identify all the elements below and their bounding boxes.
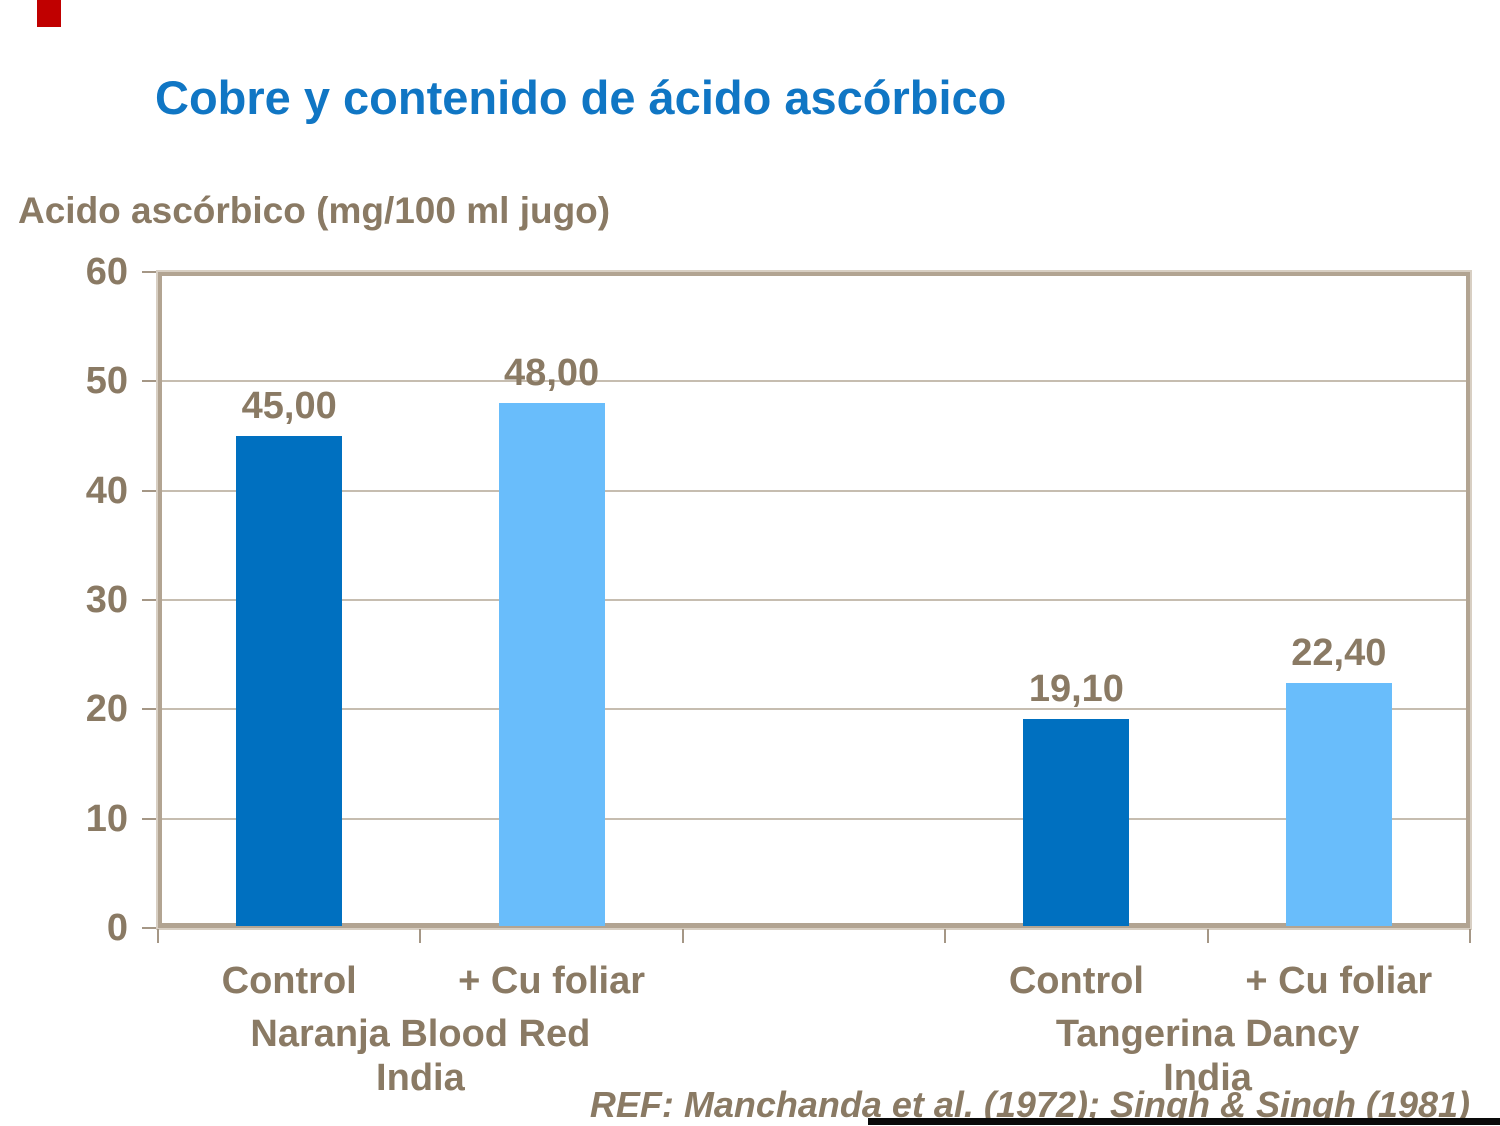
category-label: Control [1008, 960, 1144, 1002]
group-label-line: India [1163, 1057, 1252, 1099]
category-label: + Cu foliar [1245, 960, 1433, 1002]
y-tick-label: 50 [85, 360, 128, 403]
y-tick-label: 60 [85, 251, 128, 293]
bar-control [1023, 719, 1130, 926]
y-axis-tick [142, 271, 156, 273]
bar-value-label: 48,00 [504, 352, 600, 395]
gridline [162, 599, 1466, 601]
bar-value-label: 19,10 [1028, 668, 1124, 711]
red-accent-box [37, 0, 61, 27]
gridline [162, 817, 1466, 820]
bar-control [236, 436, 343, 926]
y-axis-tick [142, 599, 156, 601]
y-axis-tick [142, 380, 156, 383]
gridline [162, 708, 1466, 711]
bar--cu-foliar [1285, 683, 1392, 926]
x-axis-tick [1206, 929, 1209, 943]
y-tick-label: 30 [85, 579, 128, 621]
y-axis-tick [142, 489, 156, 492]
y-tick-label: 40 [85, 469, 128, 512]
y-axis-tick [142, 817, 156, 820]
y-tick-label: 20 [85, 688, 128, 731]
chart-title: Cobre y contenido de ácido ascórbico [155, 71, 1007, 124]
bar-value-label: 22,40 [1291, 632, 1387, 675]
group-label: Naranja Blood Red India [120, 1012, 720, 1100]
x-axis-tick [681, 929, 684, 943]
gridline [162, 489, 1466, 492]
group-label-line: Naranja Blood Red [250, 1013, 591, 1055]
bar--cu-foliar [498, 403, 605, 926]
category-label: + Cu foliar [458, 960, 646, 1002]
group-label-line: India [376, 1057, 465, 1099]
gridline [162, 380, 1466, 383]
category-label: Control [221, 960, 357, 1002]
group-label-line: Tangerina Dancy [1055, 1013, 1360, 1055]
x-axis-tick [944, 929, 947, 943]
bar-value-label: 45,00 [241, 385, 337, 427]
group-label: Tangerina Dancy India [908, 1012, 1500, 1100]
x-axis-tick [157, 929, 159, 943]
y-axis-tick [142, 927, 156, 929]
x-axis-tick [419, 929, 422, 943]
y-tick-label: 0 [106, 907, 128, 949]
plot-area [158, 272, 1470, 928]
y-axis-tick [142, 708, 156, 711]
bottom-progress-strip [868, 1118, 1500, 1125]
y-tick-label: 10 [85, 797, 128, 840]
y-axis-title: Acido ascórbico (mg/100 ml jugo) [18, 190, 611, 231]
x-axis-tick [1469, 929, 1471, 943]
